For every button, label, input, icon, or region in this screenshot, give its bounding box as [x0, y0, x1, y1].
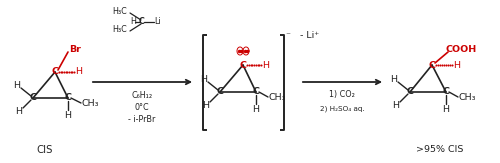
Text: C: C [64, 94, 71, 103]
Text: 1) CO₂: 1) CO₂ [329, 90, 355, 99]
Text: H: H [442, 105, 450, 114]
Text: C: C [30, 94, 36, 103]
Text: H: H [454, 60, 460, 69]
Text: C: C [252, 88, 260, 96]
Text: H: H [202, 102, 209, 111]
Text: CH₃: CH₃ [268, 94, 286, 103]
Text: C: C [139, 17, 145, 27]
Text: C: C [428, 60, 436, 69]
Text: C: C [442, 88, 450, 96]
Text: CIS: CIS [37, 145, 53, 155]
Text: - Li⁺: - Li⁺ [300, 31, 320, 40]
Text: CH₃: CH₃ [81, 99, 99, 109]
Text: H: H [130, 17, 136, 27]
Text: C₆H₁₂: C₆H₁₂ [132, 90, 152, 99]
Text: Li: Li [154, 17, 162, 27]
Text: COOH: COOH [446, 44, 476, 53]
Text: H: H [16, 108, 22, 117]
Text: H: H [252, 105, 260, 114]
Text: H: H [64, 111, 71, 120]
Text: H: H [262, 60, 270, 69]
Text: H₃C: H₃C [112, 25, 128, 35]
Text: 0°C: 0°C [134, 103, 150, 111]
Text: C: C [216, 88, 224, 96]
Text: Br: Br [69, 45, 81, 54]
Text: H: H [14, 81, 20, 89]
Text: >95% CIS: >95% CIS [416, 146, 464, 155]
Text: C: C [240, 60, 246, 69]
Text: - i-PrBr: - i-PrBr [128, 114, 156, 124]
Text: H: H [200, 74, 207, 83]
Text: CH₃: CH₃ [458, 94, 476, 103]
Text: C: C [406, 88, 414, 96]
Text: H: H [76, 67, 82, 76]
Text: 2) H₂SO₄ aq.: 2) H₂SO₄ aq. [320, 106, 364, 112]
Text: C: C [52, 67, 59, 76]
Text: ⁻: ⁻ [286, 31, 290, 40]
Text: H: H [392, 102, 400, 111]
Text: H: H [390, 74, 398, 83]
Text: H₃C: H₃C [112, 7, 128, 16]
